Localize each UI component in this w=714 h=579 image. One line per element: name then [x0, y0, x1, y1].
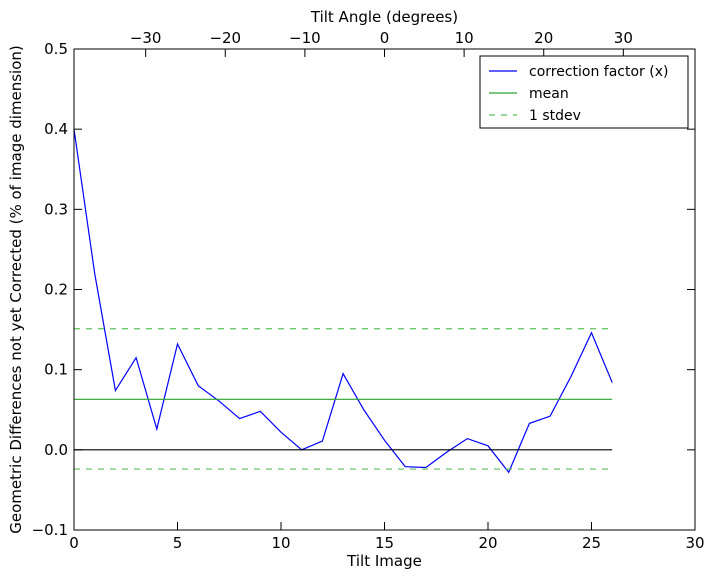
x-axis-title: Tilt Image — [346, 552, 422, 570]
y-tick-label: 0.3 — [44, 200, 68, 218]
top-tick-label: 20 — [534, 29, 553, 47]
legend-label-correction: correction factor (x) — [529, 64, 668, 80]
y-axis-title: Geometric Differences not yet Corrected … — [7, 45, 25, 534]
x-tick-label: 30 — [685, 534, 704, 552]
x-tick-label: 0 — [69, 534, 79, 552]
legend: correction factor (x) mean 1 stdev — [479, 55, 689, 129]
legend-label-mean: mean — [529, 86, 569, 102]
legend-frame — [479, 55, 689, 129]
y-tick-label: 0.0 — [44, 441, 68, 459]
x-tick-label: 5 — [173, 534, 183, 552]
tick-layer: 0 5 10 15 20 25 30 −0.1 0.0 0.1 0.2 0.3 0.4 0.5 −30 −20… — [32, 29, 705, 552]
top-tick-label: 0 — [380, 29, 390, 47]
series-layer — [73, 129, 613, 474]
y-tick-label: 0.1 — [44, 361, 68, 379]
x-tick-label: 15 — [375, 534, 394, 552]
x-tick-label: 25 — [582, 534, 601, 552]
x-tick-label: 20 — [478, 534, 497, 552]
y-tick-label: −0.1 — [32, 521, 68, 539]
top-tick-label: −10 — [289, 29, 321, 47]
top-axis-title: Tilt Angle (degrees) — [310, 8, 458, 26]
legend-label-stdev: 1 stdev — [529, 108, 581, 124]
y-tick-label: 0.2 — [44, 281, 68, 299]
top-tick-label: −30 — [130, 29, 162, 47]
y-tick-label: 0.4 — [44, 120, 68, 138]
plot-frame — [73, 48, 696, 531]
y-tick-label: 0.5 — [44, 40, 68, 58]
series-correction-factor-line — [73, 129, 613, 474]
top-tick-label: −20 — [209, 29, 241, 47]
top-tick-label: 30 — [614, 29, 633, 47]
top-tick-label: 10 — [455, 29, 474, 47]
x-tick-label: 10 — [271, 534, 290, 552]
